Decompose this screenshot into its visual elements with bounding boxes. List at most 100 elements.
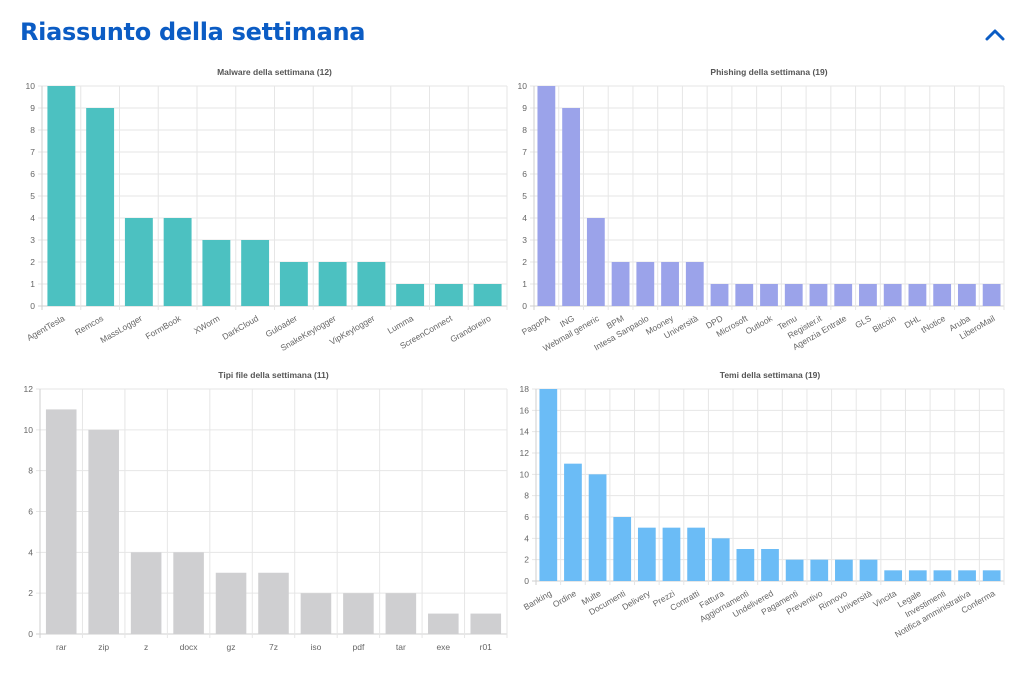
chart-title: Tipi file della settimana (11): [218, 370, 329, 380]
page-header: Riassunto della settimana: [20, 18, 1010, 54]
y-tick-label: 2: [522, 257, 527, 267]
y-tick-label: 6: [28, 507, 33, 517]
bar-universit[interactable]: [859, 559, 878, 581]
x-tick-label: Lumma: [386, 313, 416, 336]
y-tick-label: 3: [30, 235, 35, 245]
bar-preventivo[interactable]: [810, 559, 829, 581]
bar-prezzi[interactable]: [662, 527, 681, 581]
bar-zip[interactable]: [88, 429, 119, 634]
bar-formbook[interactable]: [163, 218, 192, 306]
bar-vipkeylogger[interactable]: [357, 262, 386, 306]
bar-bpm[interactable]: [611, 262, 630, 306]
y-tick-label: 1: [522, 279, 527, 289]
bar-universit[interactable]: [685, 262, 704, 306]
bar-xworm[interactable]: [202, 240, 231, 306]
bar-remcos[interactable]: [86, 108, 115, 306]
chart-title: Phishing della settimana (19): [710, 67, 827, 77]
y-tick-label: 4: [524, 533, 529, 543]
bar-pagopa[interactable]: [537, 86, 556, 306]
y-tick-label: 16: [520, 405, 530, 415]
bar-aruba[interactable]: [957, 284, 976, 306]
bar-dpd[interactable]: [710, 284, 729, 306]
y-tick-label: 0: [524, 576, 529, 586]
bar-contratti[interactable]: [687, 527, 705, 581]
y-tick-label: 12: [24, 384, 34, 394]
bar-screenconnect[interactable]: [434, 284, 463, 306]
themes-chart: Temi della settimana (19) 0 2 4 6 8 10 12 14 16 18…: [520, 370, 1005, 639]
bar-register-it[interactable]: [809, 284, 828, 306]
bar-tar[interactable]: [385, 593, 417, 634]
bar-guloader[interactable]: [279, 262, 308, 306]
bar-multe[interactable]: [588, 474, 607, 581]
bar-banking[interactable]: [539, 389, 558, 581]
malware-chart: Malware della settimana (12) 0 1 2 3 4 5 6 7 8 9 10…: [25, 67, 508, 353]
y-tick-label: 1: [30, 279, 35, 289]
bar-tnotice[interactable]: [933, 284, 952, 306]
bar-temu[interactable]: [784, 284, 803, 306]
bar-r01[interactable]: [470, 613, 502, 634]
x-tick-label: Delivery: [620, 588, 652, 612]
x-tick-label: Banking: [522, 588, 554, 612]
bar-docx[interactable]: [173, 552, 204, 634]
bar-outlook[interactable]: [760, 284, 778, 306]
bar-grandoreiro[interactable]: [473, 284, 502, 306]
y-tick-label: 6: [522, 169, 527, 179]
bar-z[interactable]: [130, 552, 162, 634]
y-tick-label: 7: [30, 147, 35, 157]
y-tick-label: 9: [30, 103, 35, 113]
y-tick-label: 2: [30, 257, 35, 267]
bar-gz[interactable]: [215, 572, 247, 634]
bar-lumma[interactable]: [396, 284, 425, 306]
y-tick-label: 10: [520, 469, 530, 479]
x-tick-label: Ordine: [551, 588, 578, 610]
x-tick-label: AgentTesla: [25, 313, 67, 343]
bar-liberomail[interactable]: [982, 284, 1001, 306]
y-tick-label: 14: [520, 427, 530, 437]
bar-aggiornamenti[interactable]: [736, 549, 755, 581]
bar-agenttesla[interactable]: [47, 86, 76, 306]
bar-gls[interactable]: [859, 284, 877, 306]
bar-undelivered[interactable]: [761, 549, 779, 581]
bar-iso[interactable]: [300, 593, 332, 634]
x-tick-label: Outlook: [744, 313, 775, 337]
x-tick-label: z: [144, 642, 148, 652]
bar-masslogger[interactable]: [124, 218, 153, 306]
collapse-button[interactable]: [982, 22, 1008, 48]
y-tick-label: 8: [28, 466, 33, 476]
chart-title: Temi della settimana (19): [720, 370, 821, 380]
bar-microsoft[interactable]: [735, 284, 754, 306]
bar-investimenti[interactable]: [933, 570, 952, 581]
x-tick-label: Remcos: [73, 313, 105, 337]
chevron-up-icon: [985, 29, 1005, 41]
bar-legale[interactable]: [908, 570, 927, 581]
x-tick-label: exe: [436, 642, 450, 652]
bar-dhl[interactable]: [908, 284, 927, 306]
bar-pagamenti[interactable]: [785, 559, 804, 581]
bar-rinnovo[interactable]: [835, 559, 853, 581]
bar-exe[interactable]: [428, 613, 459, 634]
bar-fattura[interactable]: [711, 538, 730, 581]
chart-title: Malware della settimana (12): [217, 67, 332, 77]
bar-bitcoin[interactable]: [883, 284, 902, 306]
bar-intesa-sanpaolo[interactable]: [636, 262, 655, 306]
bar-darkcloud[interactable]: [241, 240, 270, 306]
bar-ordine[interactable]: [564, 463, 582, 581]
bar-pdf[interactable]: [343, 593, 374, 634]
x-tick-label: Vincita: [871, 588, 898, 609]
bar-documenti[interactable]: [613, 517, 632, 581]
bar-delivery[interactable]: [637, 527, 656, 581]
x-tick-label: DarkCloud: [220, 313, 260, 342]
bar-mooney[interactable]: [661, 262, 679, 306]
bar-agenzia-entrate[interactable]: [834, 284, 853, 306]
x-tick-label: docx: [180, 642, 199, 652]
x-tick-label: tar: [396, 642, 406, 652]
bar-ing[interactable]: [562, 108, 581, 306]
bar-webmail-generic[interactable]: [586, 218, 605, 306]
y-tick-label: 4: [28, 547, 33, 557]
bar-rar[interactable]: [45, 409, 77, 634]
bar-conferma[interactable]: [982, 570, 1001, 581]
bar-7z[interactable]: [258, 572, 289, 634]
bar-notifica-amministrativa[interactable]: [958, 570, 976, 581]
bar-snakekeylogger[interactable]: [318, 262, 347, 306]
bar-vincita[interactable]: [884, 570, 903, 581]
